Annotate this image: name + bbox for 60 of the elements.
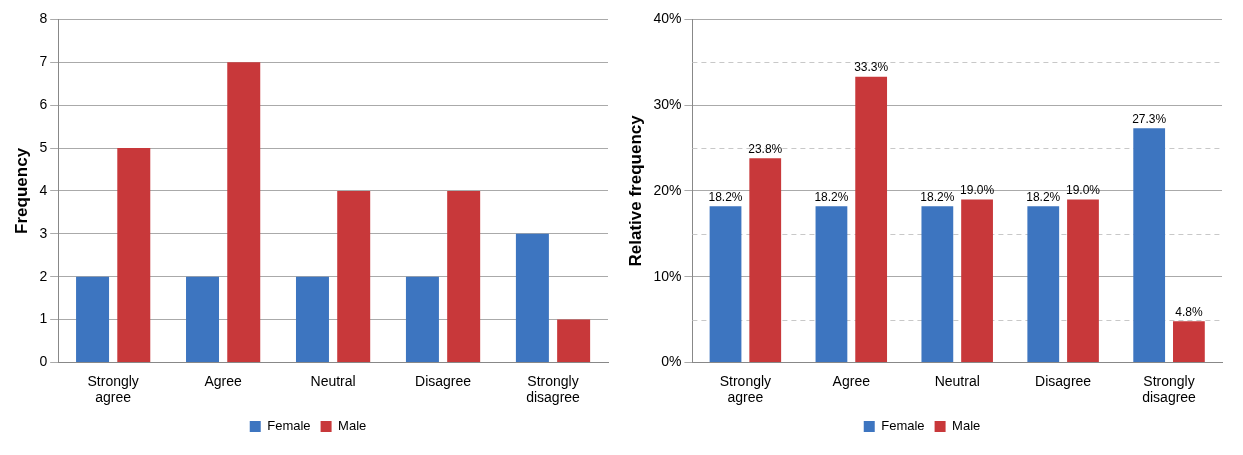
legend-label: Female xyxy=(881,418,925,434)
y-tick-label: 2 xyxy=(39,267,48,284)
bar xyxy=(557,319,591,362)
y-tick-label: 40% xyxy=(653,10,682,27)
data-label: 4.8% xyxy=(1175,304,1203,319)
x-tick-label: Strongly agree xyxy=(719,372,772,406)
data-label: 27.3% xyxy=(1132,111,1167,126)
bar xyxy=(295,276,329,362)
data-label: 19.0% xyxy=(1065,182,1101,197)
y-tick-label: 30% xyxy=(653,96,682,113)
bar xyxy=(186,276,220,362)
x-tick-label: Strongly disagree xyxy=(526,372,581,406)
bar xyxy=(709,206,742,362)
x-tick-label: Strongly disagree xyxy=(1142,372,1197,406)
x-tick-label: Disagree xyxy=(415,372,472,389)
bar xyxy=(337,190,371,362)
y-tick-label: 5 xyxy=(39,138,48,155)
x-tick-label: Agree xyxy=(832,372,871,389)
data-label: 23.8% xyxy=(748,141,783,156)
bar xyxy=(1133,128,1166,362)
bar xyxy=(405,276,439,362)
data-label: 18.2% xyxy=(814,189,849,204)
bar xyxy=(855,76,888,362)
bar xyxy=(815,206,848,362)
legend-label: Female xyxy=(267,418,311,434)
data-label: 18.2% xyxy=(920,189,955,204)
y-tick-label: 20% xyxy=(653,181,682,198)
x-tick-label: Agree xyxy=(204,372,243,389)
x-tick-label: Neutral xyxy=(934,372,980,389)
x-tick-label: Strongly agree xyxy=(87,372,139,406)
bar xyxy=(1067,199,1099,362)
bar xyxy=(961,199,993,362)
y-tick-label: 3 xyxy=(39,224,48,241)
y-tick-label: 8 xyxy=(39,10,48,27)
y-tick-label: 6 xyxy=(39,96,48,113)
bar xyxy=(76,276,110,362)
bar xyxy=(921,206,954,362)
data-label: 33.3% xyxy=(854,60,889,75)
y-axis-title: Relative frequency xyxy=(625,114,645,267)
y-tick-label: 0 xyxy=(39,353,48,370)
bar xyxy=(515,233,549,362)
bar xyxy=(117,148,151,362)
x-tick-label: Disagree xyxy=(1035,372,1092,389)
y-tick-label: 4 xyxy=(39,181,48,198)
y-tick-label: 0% xyxy=(661,353,682,370)
y-tick-label: 7 xyxy=(39,53,48,70)
legend-label: Male xyxy=(952,418,981,434)
y-axis-title: Frequency xyxy=(11,147,31,234)
y-tick-label: 10% xyxy=(653,267,682,284)
x-tick-label: Neutral xyxy=(310,372,356,389)
legend-label: Male xyxy=(338,418,367,434)
data-label: 19.0% xyxy=(960,182,995,197)
bar xyxy=(447,190,481,362)
bar xyxy=(1173,321,1205,362)
data-label: 18.2% xyxy=(708,189,743,204)
bar xyxy=(1027,206,1060,362)
data-label: 18.2% xyxy=(1026,189,1061,204)
bar xyxy=(227,62,261,362)
y-tick-label: 1 xyxy=(39,310,48,327)
bar xyxy=(749,158,782,362)
